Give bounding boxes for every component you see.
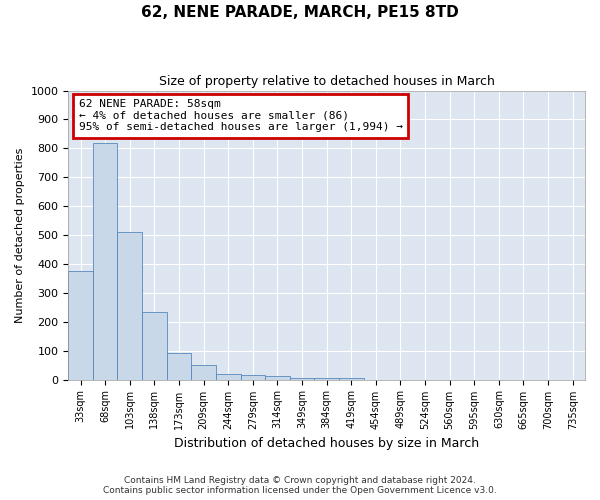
Bar <box>241 374 265 380</box>
Bar <box>142 312 167 380</box>
Title: Size of property relative to detached houses in March: Size of property relative to detached ho… <box>159 75 494 88</box>
Bar <box>290 378 314 380</box>
Y-axis label: Number of detached properties: Number of detached properties <box>15 148 25 323</box>
Text: Contains HM Land Registry data © Crown copyright and database right 2024.
Contai: Contains HM Land Registry data © Crown c… <box>103 476 497 495</box>
Bar <box>167 353 191 380</box>
Bar <box>314 378 339 380</box>
Bar <box>265 376 290 380</box>
Bar <box>191 365 216 380</box>
Bar <box>339 378 364 380</box>
Bar <box>68 271 93 380</box>
Text: 62, NENE PARADE, MARCH, PE15 8TD: 62, NENE PARADE, MARCH, PE15 8TD <box>141 5 459 20</box>
Bar <box>216 374 241 380</box>
Text: 62 NENE PARADE: 58sqm
← 4% of detached houses are smaller (86)
95% of semi-detac: 62 NENE PARADE: 58sqm ← 4% of detached h… <box>79 99 403 132</box>
Bar <box>118 232 142 380</box>
X-axis label: Distribution of detached houses by size in March: Distribution of detached houses by size … <box>174 437 479 450</box>
Bar <box>93 142 118 380</box>
